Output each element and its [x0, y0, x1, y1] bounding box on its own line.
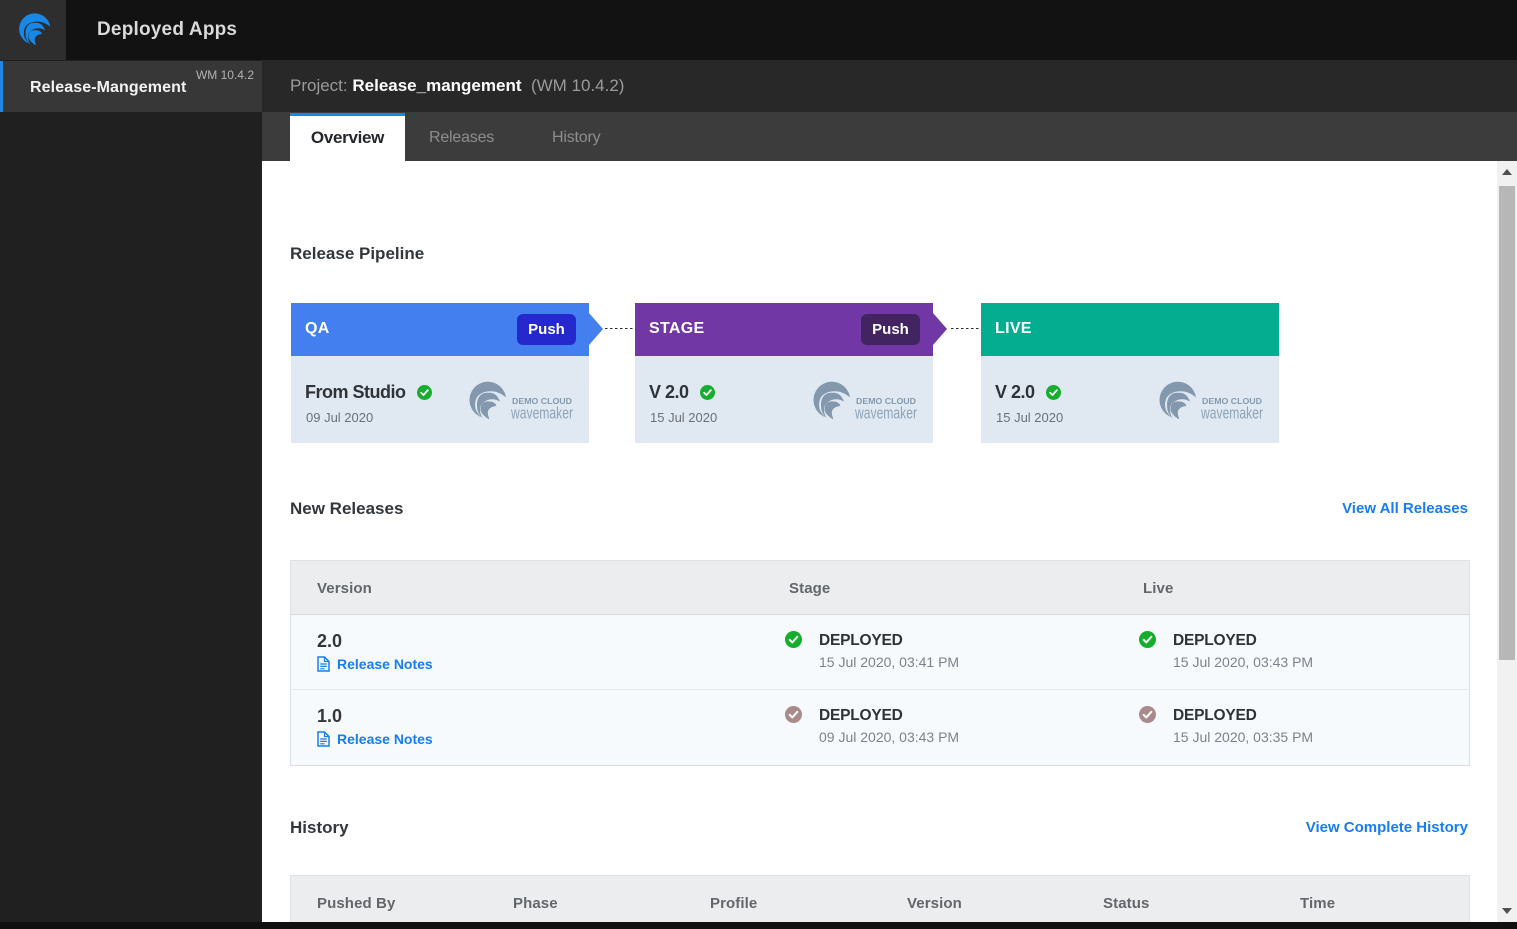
svg-text:DEMO CLOUD: DEMO CLOUD — [856, 396, 916, 406]
svg-text:wavemaker: wavemaker — [1200, 404, 1263, 423]
svg-text:wavemaker: wavemaker — [510, 404, 573, 423]
svg-text:DEMO CLOUD: DEMO CLOUD — [1202, 396, 1262, 406]
svg-text:DEMO CLOUD: DEMO CLOUD — [512, 396, 572, 406]
svg-text:wavemaker: wavemaker — [854, 404, 917, 423]
